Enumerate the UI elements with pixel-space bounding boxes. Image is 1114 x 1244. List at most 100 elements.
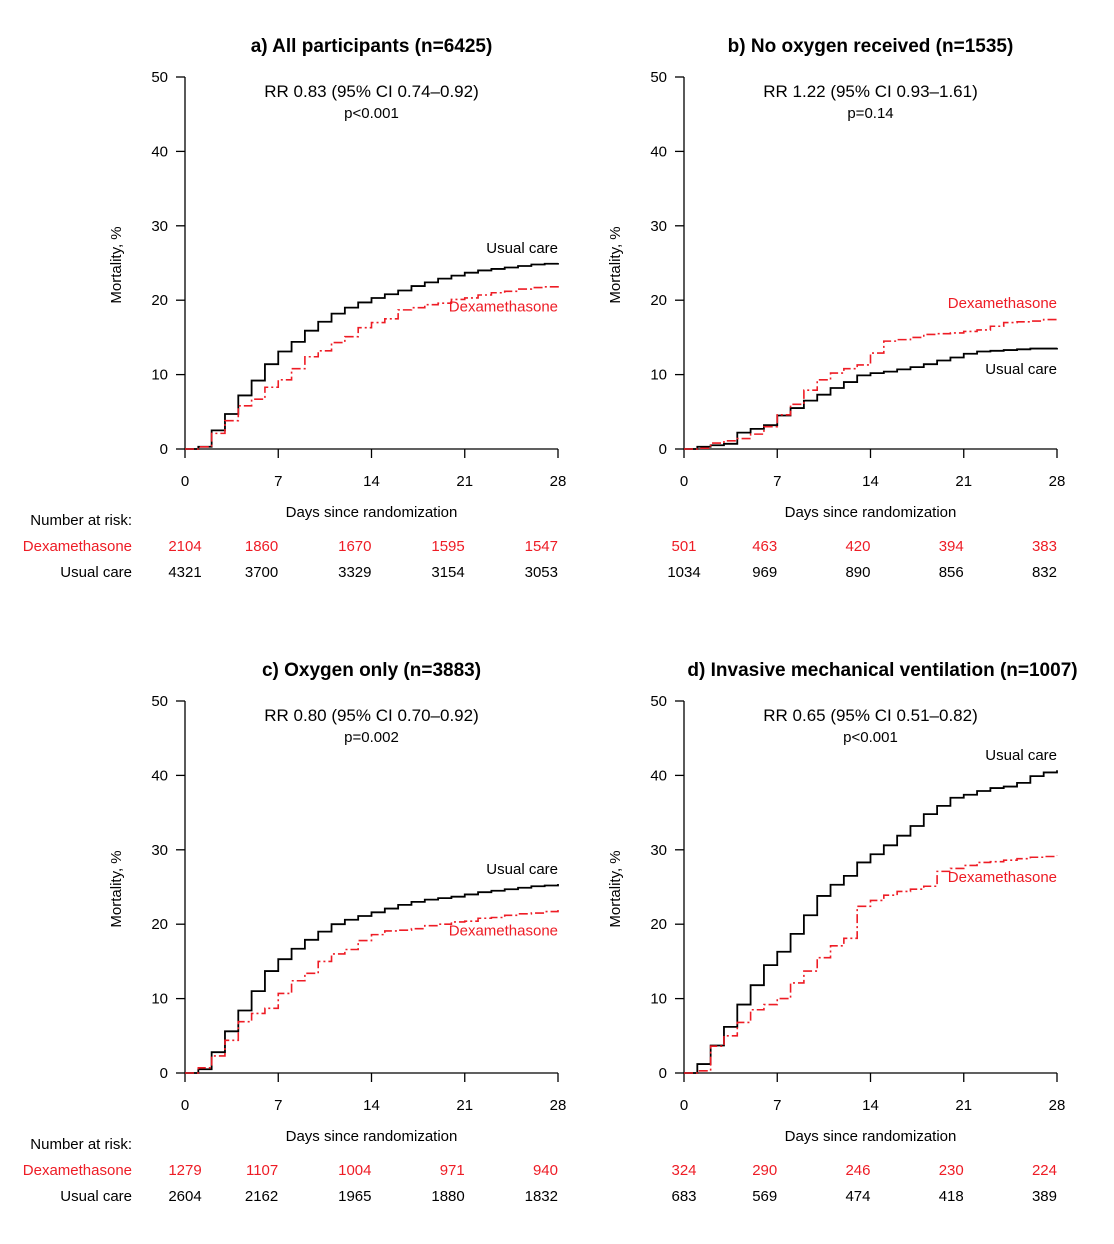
risk-value-dexamethasone: 290 bbox=[752, 1162, 777, 1179]
x-tick-label: 14 bbox=[862, 1097, 879, 1114]
chart-title: b) No oxygen received (n=1535) bbox=[728, 36, 1014, 57]
y-tick-label: 0 bbox=[659, 441, 667, 458]
legend-label-usual-care: Usual care bbox=[486, 240, 558, 257]
risk-value-usual-care: 569 bbox=[752, 1188, 777, 1205]
risk-value-dexamethasone: 420 bbox=[845, 538, 870, 555]
risk-value-usual-care: 969 bbox=[752, 564, 777, 581]
risk-row-label-dexamethasone: Dexamethasone bbox=[23, 538, 132, 555]
legend-label-dexamethasone: Dexamethasone bbox=[449, 922, 558, 939]
risk-value-usual-care: 832 bbox=[1032, 564, 1057, 581]
y-axis-label: Mortality, % bbox=[108, 850, 125, 927]
x-tick-label: 21 bbox=[955, 473, 972, 490]
risk-value-usual-care: 683 bbox=[671, 1188, 696, 1205]
x-tick-label: 7 bbox=[274, 473, 282, 490]
risk-value-dexamethasone: 1670 bbox=[338, 538, 371, 555]
y-tick-label: 40 bbox=[650, 143, 667, 160]
series-dexamethasone-line bbox=[185, 909, 559, 1074]
risk-value-dexamethasone: 383 bbox=[1032, 538, 1057, 555]
risk-value-dexamethasone: 501 bbox=[671, 538, 696, 555]
x-axis-label: Days since randomization bbox=[286, 504, 458, 521]
risk-value-dexamethasone: 324 bbox=[671, 1162, 696, 1179]
x-tick-label: 7 bbox=[773, 473, 781, 490]
risk-value-usual-care: 418 bbox=[939, 1188, 964, 1205]
x-tick-label: 21 bbox=[955, 1097, 972, 1114]
risk-value-dexamethasone: 230 bbox=[939, 1162, 964, 1179]
risk-ratio-text: RR 1.22 (95% CI 0.93–1.61) bbox=[763, 82, 978, 101]
risk-value-usual-care: 1832 bbox=[525, 1188, 558, 1205]
y-tick-label: 30 bbox=[151, 842, 168, 859]
chart-title: c) Oxygen only (n=3883) bbox=[262, 660, 481, 681]
x-axis-label: Days since randomization bbox=[785, 1128, 957, 1145]
risk-value-usual-care: 2604 bbox=[168, 1188, 201, 1205]
x-tick-label: 14 bbox=[363, 1097, 380, 1114]
risk-value-dexamethasone: 971 bbox=[440, 1162, 465, 1179]
x-tick-label: 28 bbox=[550, 1097, 567, 1114]
x-tick-label: 0 bbox=[181, 1097, 189, 1114]
series-dexamethasone-line bbox=[684, 318, 1058, 450]
x-tick-label: 7 bbox=[274, 1097, 282, 1114]
y-tick-label: 40 bbox=[650, 767, 667, 784]
y-axis-label: Mortality, % bbox=[607, 850, 624, 927]
y-tick-label: 30 bbox=[650, 218, 667, 235]
risk-value-usual-care: 3053 bbox=[525, 564, 558, 581]
y-axis-label: Mortality, % bbox=[607, 226, 624, 303]
x-axis-label: Days since randomization bbox=[785, 504, 957, 521]
risk-value-dexamethasone: 246 bbox=[845, 1162, 870, 1179]
risk-value-usual-care: 1880 bbox=[431, 1188, 464, 1205]
p-value-text: p<0.001 bbox=[843, 729, 898, 746]
risk-value-usual-care: 474 bbox=[845, 1188, 870, 1205]
p-value-text: p<0.001 bbox=[344, 105, 399, 122]
y-tick-label: 30 bbox=[650, 842, 667, 859]
y-tick-label: 30 bbox=[151, 218, 168, 235]
risk-value-dexamethasone: 1547 bbox=[525, 538, 558, 555]
number-at-risk-label: Number at risk: bbox=[30, 1136, 132, 1153]
risk-value-dexamethasone: 940 bbox=[533, 1162, 558, 1179]
legend-label-dexamethasone: Dexamethasone bbox=[948, 869, 1057, 886]
risk-value-usual-care: 3700 bbox=[245, 564, 278, 581]
risk-value-dexamethasone: 1279 bbox=[168, 1162, 201, 1179]
series-dexamethasone-line bbox=[684, 855, 1058, 1074]
risk-value-usual-care: 1034 bbox=[667, 564, 700, 581]
y-tick-label: 50 bbox=[151, 693, 168, 710]
y-tick-label: 10 bbox=[650, 367, 667, 384]
y-tick-label: 0 bbox=[160, 1065, 168, 1082]
risk-value-dexamethasone: 1860 bbox=[245, 538, 278, 555]
risk-value-usual-care: 2162 bbox=[245, 1188, 278, 1205]
y-tick-label: 40 bbox=[151, 767, 168, 784]
legend-label-usual-care: Usual care bbox=[486, 861, 558, 878]
legend-label-dexamethasone: Dexamethasone bbox=[449, 298, 558, 315]
y-tick-label: 20 bbox=[151, 292, 168, 309]
x-tick-label: 14 bbox=[862, 473, 879, 490]
risk-value-usual-care: 890 bbox=[845, 564, 870, 581]
risk-ratio-text: RR 0.83 (95% CI 0.74–0.92) bbox=[264, 82, 479, 101]
y-tick-label: 50 bbox=[650, 69, 667, 86]
chart-title: d) Invasive mechanical ventilation (n=10… bbox=[687, 660, 1077, 681]
x-tick-label: 28 bbox=[1049, 473, 1066, 490]
y-tick-label: 10 bbox=[650, 991, 667, 1008]
risk-row-label-dexamethasone: Dexamethasone bbox=[23, 1162, 132, 1179]
chart-title: a) All participants (n=6425) bbox=[251, 36, 493, 57]
risk-value-dexamethasone: 1107 bbox=[246, 1162, 278, 1179]
x-tick-label: 0 bbox=[680, 1097, 688, 1114]
y-tick-label: 50 bbox=[650, 693, 667, 710]
x-tick-label: 28 bbox=[550, 473, 567, 490]
legend-label-usual-care: Usual care bbox=[985, 747, 1057, 764]
series-usual-care-line bbox=[684, 347, 1058, 450]
risk-row-label-usual-care: Usual care bbox=[60, 1188, 132, 1205]
series-usual-care-line bbox=[185, 884, 559, 1074]
series-usual-care-line bbox=[684, 770, 1058, 1074]
number-at-risk-label: Number at risk: bbox=[30, 512, 132, 529]
p-value-text: p=0.14 bbox=[847, 105, 893, 122]
x-axis-label: Days since randomization bbox=[286, 1128, 458, 1145]
series-dexamethasone-line bbox=[185, 285, 559, 450]
x-tick-label: 0 bbox=[680, 473, 688, 490]
y-tick-label: 20 bbox=[650, 292, 667, 309]
risk-value-usual-care: 1965 bbox=[338, 1188, 371, 1205]
risk-ratio-text: RR 0.65 (95% CI 0.51–0.82) bbox=[763, 706, 978, 725]
x-tick-label: 0 bbox=[181, 473, 189, 490]
p-value-text: p=0.002 bbox=[344, 729, 399, 746]
risk-value-usual-care: 856 bbox=[939, 564, 964, 581]
y-tick-label: 20 bbox=[151, 916, 168, 933]
risk-value-dexamethasone: 1004 bbox=[338, 1162, 371, 1179]
panel-d: d) Invasive mechanical ventilation (n=10… bbox=[607, 660, 1078, 1205]
